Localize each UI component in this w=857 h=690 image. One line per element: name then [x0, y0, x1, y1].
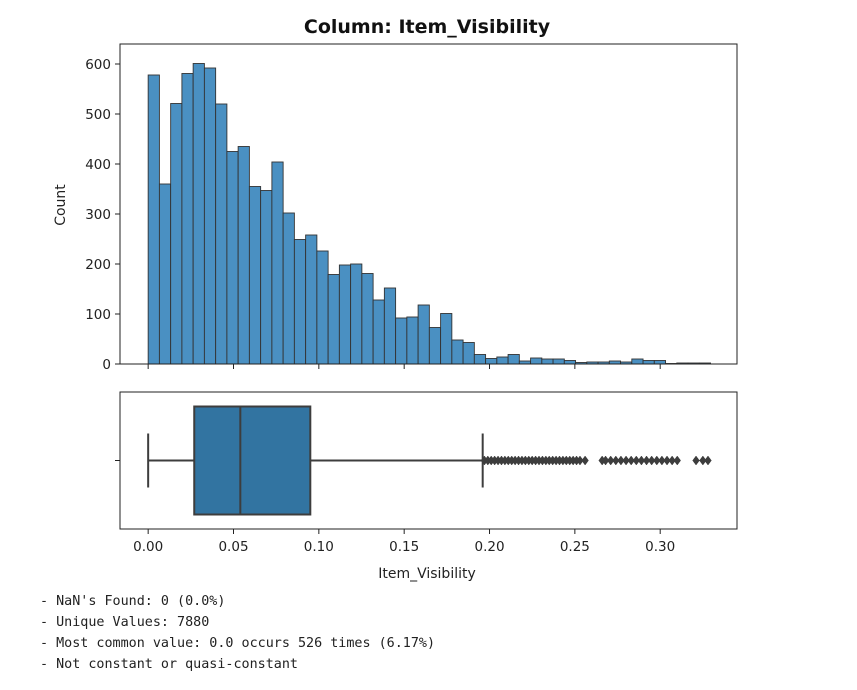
- histogram-bar: [530, 357, 543, 365]
- histogram-bar: [563, 360, 577, 365]
- histogram-plot: 0 100 200 300 400 500 600: [85, 43, 738, 373]
- outlier-marker: [581, 455, 589, 466]
- note-most-common: - Most common value: 0.0 occurs 526 time…: [40, 636, 436, 651]
- outlier-marker: [601, 455, 610, 466]
- outlier-marker: [632, 455, 640, 466]
- histogram-bar: [316, 250, 329, 365]
- histogram-bar: [451, 339, 464, 365]
- outlier-marker: [607, 455, 615, 466]
- histogram-bar: [541, 358, 554, 365]
- histogram-bar: [338, 264, 352, 365]
- histogram-bar: [282, 212, 295, 365]
- histogram-bar: [158, 183, 172, 365]
- outlier-marker: [692, 455, 700, 466]
- figure: Column: Item_Visibility 0 100 200 300 400 500…: [53, 16, 738, 582]
- histogram-bar: [271, 161, 284, 365]
- histogram-bar: [440, 313, 453, 365]
- outlier-marker: [622, 455, 630, 466]
- outlier-marker: [668, 455, 676, 466]
- x-tick-label: 0.15: [389, 539, 419, 555]
- outlier-marker: [627, 455, 635, 466]
- histogram-bar: [507, 354, 520, 365]
- outlier-marker: [576, 455, 584, 466]
- y-tick-label: 400: [85, 157, 111, 173]
- y-tick-label: 500: [85, 107, 111, 123]
- outlier-marker: [642, 455, 651, 466]
- outlier-marker: [663, 455, 671, 466]
- summary-notes: - NaN's Found: 0 (0.0%) - Unique Values:…: [40, 591, 435, 675]
- histogram-bar: [361, 273, 374, 365]
- histogram-bar: [327, 274, 340, 365]
- x-tick-label: 0.05: [218, 539, 248, 555]
- histogram-bar: [653, 360, 667, 365]
- histogram-bar: [147, 74, 160, 365]
- histogram-bar: [462, 342, 475, 365]
- histogram-bar: [428, 327, 442, 365]
- histogram-bar: [350, 263, 363, 365]
- histogram-bar: [395, 317, 408, 365]
- histogram-bar: [406, 316, 419, 365]
- x-tick-label: 0.30: [645, 539, 675, 555]
- outlier-marker: [699, 455, 707, 466]
- y-tick-label: 100: [85, 307, 111, 323]
- outlier-marker: [647, 455, 656, 466]
- histogram-bar: [181, 73, 194, 365]
- note-constant: - Not constant or quasi-constant: [40, 657, 298, 672]
- histogram-bar: [383, 287, 397, 365]
- histogram-bar: [226, 151, 239, 365]
- histogram-bar: [170, 103, 183, 365]
- histogram-bar: [485, 358, 498, 365]
- histogram-frame: [119, 43, 738, 365]
- note-nan: - NaN's Found: 0 (0.0%): [40, 594, 226, 609]
- y-tick-label: 600: [85, 57, 111, 73]
- histogram-bar: [215, 103, 228, 365]
- histogram-bar: [496, 356, 509, 365]
- histogram-bar: [203, 67, 217, 365]
- outlier-marker: [637, 455, 646, 466]
- y-tick-label: 0: [102, 357, 111, 373]
- histogram-bar: [372, 299, 385, 365]
- chart-title: Column: Item_Visibility: [304, 16, 551, 38]
- note-unique: - Unique Values: 7880: [40, 615, 210, 630]
- boxplot-plot: 0.00 0.05 0.10 0.15 0.20 0.25 0.30: [115, 391, 738, 555]
- outlier-marker: [658, 455, 666, 466]
- histogram-bar: [260, 190, 273, 365]
- outlier-marker: [653, 455, 661, 466]
- histogram-bar: [237, 146, 250, 365]
- histogram-bar: [552, 358, 565, 365]
- x-tick-label: 0.20: [474, 539, 504, 555]
- y-tick-label: 200: [85, 257, 111, 273]
- outlier-marker: [704, 455, 712, 466]
- y-tick-label: 300: [85, 207, 111, 223]
- x-tick-label: 0.00: [133, 539, 163, 555]
- histogram-bar: [417, 304, 430, 365]
- y-axis-label: Count: [53, 184, 69, 226]
- histogram-bar: [305, 234, 318, 365]
- histogram-bar: [631, 358, 644, 365]
- histogram-bar: [642, 360, 655, 365]
- outlier-marker: [612, 455, 620, 466]
- histogram-bar: [473, 354, 487, 365]
- histogram-bar: [192, 63, 205, 365]
- outlier-marker: [617, 455, 625, 466]
- iqr-box: [193, 405, 312, 516]
- outlier-marker: [673, 455, 681, 466]
- histogram-bar: [248, 186, 262, 365]
- histogram-bar: [293, 239, 307, 365]
- x-tick-label: 0.25: [560, 539, 590, 555]
- x-axis-label: Item_Visibility: [378, 566, 476, 582]
- x-tick-label: 0.10: [304, 539, 334, 555]
